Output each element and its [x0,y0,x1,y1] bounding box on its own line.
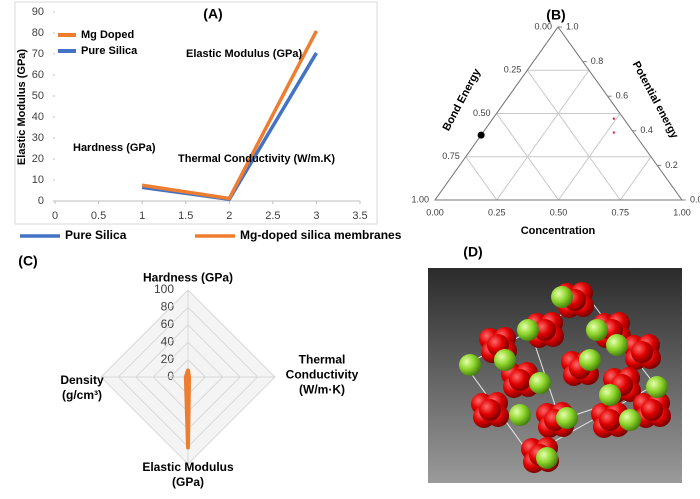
metal-atom [536,447,558,469]
oxygen-atom [599,409,621,431]
right-tick-label: 0.6 [616,91,629,101]
crystal-structure [459,282,671,473]
y-tick-label: 60 [32,69,44,81]
panel-c-title: (C) [18,253,37,269]
r-tick-label: 80 [161,300,175,314]
category-label: Density (g/cm³) [60,373,104,402]
annotation: Thermal Conductivity (W/m.K) [178,153,335,165]
left-tick-label: 0.50 [473,108,491,118]
left-tick-label: 1.00 [411,194,429,204]
metal-atom [509,404,531,426]
data-point [612,131,616,134]
data-point [477,131,485,139]
metal-atom [606,334,628,356]
right-tick-label: 0.4 [640,125,653,135]
oxygen-atom [479,399,501,421]
data-point [612,117,616,120]
x-tick-label: 3 [313,210,319,222]
series-line [141,30,318,201]
annotation: Hardness (GPa) [73,142,156,154]
oxygen-atom [631,341,653,363]
metal-atom [459,354,481,376]
metal-atom [517,319,539,341]
legend-label: Pure Silica [65,228,127,242]
bottom-tick-label: 0.75 [611,207,629,217]
metal-atom [556,407,578,429]
y-axis-label: Elastic Modulus (GPa) [16,49,28,165]
bottom-axis-label: Concentration [521,225,596,237]
left-tick-label: 0.75 [442,151,460,161]
metal-atom [586,319,608,341]
panel-b-title: (B) [546,7,565,23]
bottom-tick-label: 0.50 [550,207,568,217]
metal-atom [529,372,551,394]
metal-atom [646,376,668,398]
bottom-tick-label: 0.00 [426,207,444,217]
right-tick-label: 1.0 [566,21,579,31]
bottom-tick-label: 0.25 [488,207,506,217]
grid-line [465,156,498,201]
y-tick-label: 90 [32,6,44,18]
y-tick-label: 80 [32,27,44,39]
oxygen-atom [509,369,531,391]
annotation: Elastic Modulus (GPa) [186,48,302,60]
metal-atom [619,409,641,431]
right-axis-label: Potential energy [630,59,681,141]
left-axis-label: Bond Energy [441,66,484,133]
metal-atom [551,286,573,308]
y-tick-label: 50 [32,90,44,102]
r-tick-label: 40 [161,334,175,348]
metal-atom [579,349,601,371]
y-tick-label: 30 [32,132,44,144]
r-tick-label: 100 [154,282,174,296]
x-tick-label: 2.5 [265,210,280,222]
panel-a-title: (A) [203,6,222,22]
metal-atom [599,384,621,406]
grid-line [496,69,590,201]
legend-label: Pure Silica [81,45,138,57]
series-line [141,52,318,202]
oxygen-atom [534,319,556,341]
triangle-frame [434,26,683,201]
left-tick-label: 0.00 [534,21,552,31]
panel-a-frame [14,1,378,225]
y-tick-label: 20 [32,153,44,165]
metal-atom [494,349,516,371]
category-label: Thermal Conductivity (W/m·K) [285,352,359,397]
y-tick-label: 10 [32,174,44,186]
y-tick-label: 40 [32,111,44,123]
r-tick-label: 20 [161,352,175,366]
right-tick-label: 0.0 [690,194,700,204]
x-tick-label: 0.5 [91,210,106,222]
right-tick-label: 0.8 [591,56,604,66]
panel-d-title: (D) [463,244,482,260]
r-tick-label: 60 [161,317,175,331]
radar-series [183,368,192,450]
left-tick-label: 0.25 [504,65,522,75]
x-tick-label: 1 [139,210,145,222]
oxygen-atom [641,399,663,421]
x-tick-label: 2 [226,210,232,222]
right-tick-label: 0.2 [665,160,678,170]
x-tick-label: 3.5 [352,210,367,222]
category-label: Hardness (GPa) [142,270,234,285]
legend-label: Mg Doped [81,29,134,41]
legend-label: Mg-doped silica membranes [240,228,402,242]
y-tick-label: 70 [32,48,44,60]
x-tick-label: 1.5 [178,210,193,222]
x-tick-label: 0 [52,210,58,222]
category-label: Elastic Modulus (GPa) [142,460,234,489]
grid-line [619,156,652,201]
grid-line [526,69,621,201]
y-tick-label: 0 [38,195,44,207]
bottom-tick-label: 1.00 [673,207,691,217]
